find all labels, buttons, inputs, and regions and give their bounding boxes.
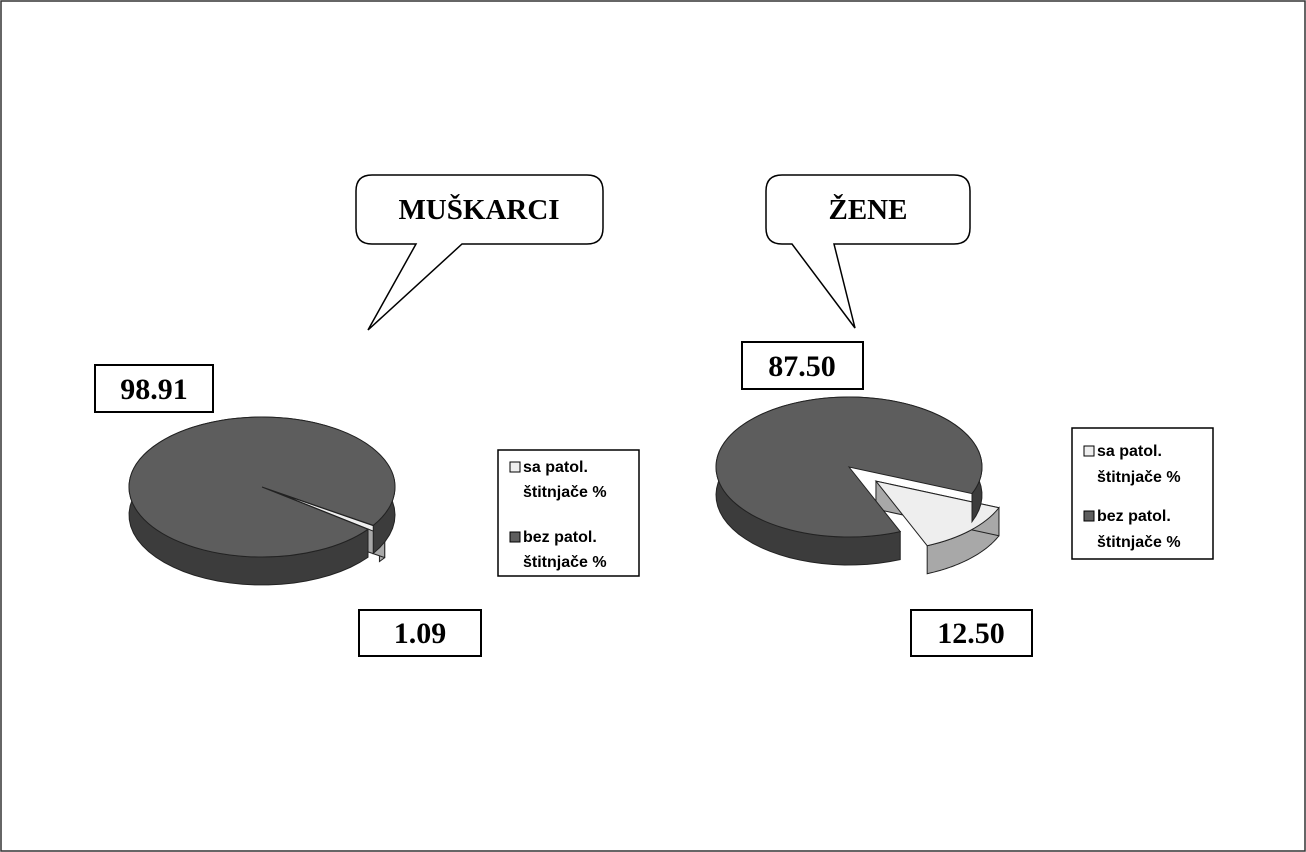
legend-men: sa patol. štitnjače % bez patol. štitnja… xyxy=(497,449,640,577)
legend-label-women-sa-line2: štitnjače % xyxy=(1097,469,1181,486)
value-text-women-sa: 12.50 xyxy=(937,617,1005,650)
women-slice-bez xyxy=(715,396,983,566)
title-callout-women: ŽENE xyxy=(765,174,971,329)
value-label-men-bez: 98.91 xyxy=(94,364,214,413)
pie-men xyxy=(128,416,396,586)
chart-title-men: MUŠKARCI xyxy=(398,193,559,226)
legend-label-men-bez-line1: bez patol. xyxy=(523,529,597,546)
pie-women xyxy=(715,396,1000,575)
title-callout-men: MUŠKARCI xyxy=(355,174,604,331)
legend-label-women-sa-line1: sa patol. xyxy=(1097,443,1162,460)
value-label-men-sa: 1.09 xyxy=(358,609,482,657)
chart-women: ŽENE 87.50 12.50 sa patol. štitnjače % b… xyxy=(715,174,1214,657)
legend-swatch-women-bez xyxy=(1083,510,1095,522)
legend-swatch-women-sa xyxy=(1083,445,1095,457)
value-text-women-bez: 87.50 xyxy=(768,350,836,383)
legend-label-men-sa-line2: štitnjače % xyxy=(523,484,607,501)
value-label-women-bez: 87.50 xyxy=(741,341,864,390)
legend-women: sa patol. štitnjače % bez patol. štitnja… xyxy=(1071,427,1214,560)
legend-label-men-bez-line2: štitnjače % xyxy=(523,554,607,571)
value-label-women-sa: 12.50 xyxy=(910,609,1033,657)
value-text-men-bez: 98.91 xyxy=(120,373,188,406)
women-slice-sa xyxy=(874,480,1000,575)
legend-label-men-sa-line1: sa patol. xyxy=(523,459,588,476)
men-slice-bez-top xyxy=(128,416,396,558)
women-slice-bez-top xyxy=(715,396,983,538)
value-text-men-sa: 1.09 xyxy=(394,617,447,650)
chart-men: MUŠKARCI 98.91 1.09 sa patol. štitnjače … xyxy=(94,174,640,657)
legend-swatch-men-sa xyxy=(509,461,521,473)
legend-label-women-bez-line1: bez patol. xyxy=(1097,508,1171,525)
men-slice-bez xyxy=(128,416,396,586)
women-slice-sa-top xyxy=(874,480,1000,547)
chart-title-women: ŽENE xyxy=(829,193,908,226)
legend-swatch-men-bez xyxy=(509,531,521,543)
legend-label-women-bez-line2: štitnjače % xyxy=(1097,534,1181,551)
